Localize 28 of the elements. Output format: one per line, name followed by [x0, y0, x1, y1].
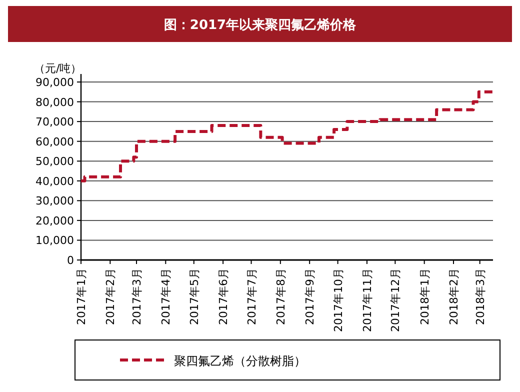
x-tick-label: 2017年5月: [188, 268, 201, 325]
chart-title: 图：2017年以来聚四氟乙烯价格: [164, 17, 358, 33]
y-tick-label: 0: [67, 254, 74, 267]
x-tick-label: 2017年12月: [389, 268, 402, 332]
legend-label: 聚四氟乙烯（分散树脂）: [174, 354, 306, 368]
y-tick-label: 10,000: [36, 234, 74, 248]
x-tick-label: 2018年3月: [474, 268, 487, 325]
x-tick-label: 2017年2月: [104, 268, 118, 325]
x-tick-label: 2017年8月: [274, 268, 288, 325]
y-tick-label: 20,000: [36, 214, 74, 228]
x-tick-label: 2018年1月: [418, 268, 432, 325]
y-tick-label: 30,000: [36, 194, 74, 208]
y-axis-title: （元/吨）: [34, 62, 82, 75]
y-tick-label: 70,000: [36, 116, 74, 129]
x-tick-label: 2017年11月: [360, 268, 374, 332]
x-tick-label: 2018年2月: [447, 268, 460, 325]
x-tick-label: 2017年10月: [332, 268, 345, 332]
x-tick-label: 2017年3月: [130, 268, 144, 325]
y-tick-label: 50,000: [36, 155, 74, 168]
x-tick-label: 2017年4月: [160, 268, 173, 325]
y-tick-label: 80,000: [36, 96, 74, 109]
y-tick-label: 90,000: [36, 76, 74, 89]
x-tick-label: 2017年1月: [75, 268, 88, 325]
x-tick-label: 2017年6月: [217, 268, 230, 325]
x-tick-label: 2017年9月: [304, 268, 317, 325]
x-tick-label: 2017年7月: [245, 268, 258, 325]
y-tick-label: 60,000: [36, 135, 74, 148]
y-tick-label: 40,000: [36, 174, 74, 188]
